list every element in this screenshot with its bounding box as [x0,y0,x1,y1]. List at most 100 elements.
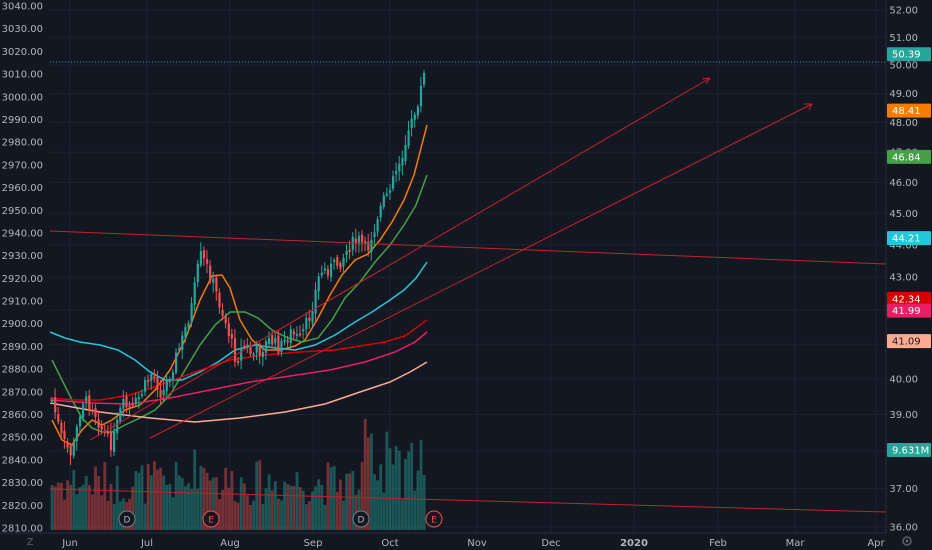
volume-bar [94,466,97,530]
volume-bar [87,485,91,530]
candle [423,72,426,85]
candle [85,396,88,402]
volume-bar [351,470,355,530]
right-axis-tick: 40.00 [889,374,918,385]
candle [131,403,134,406]
trend-lines[interactable] [49,77,887,513]
candle [314,289,317,314]
settings-gear-icon[interactable] [902,536,912,546]
candle [271,335,274,345]
candle [317,276,320,292]
volume-bar [376,480,379,530]
volume-bar [91,494,94,530]
candle [311,311,314,323]
volume-bar [69,484,73,530]
volume-bar [357,489,361,530]
candle [395,170,398,175]
dividend-marker[interactable]: D [352,510,370,528]
price-label-badge [887,443,931,457]
earnings-marker[interactable]: E [425,510,443,528]
right-price-axis[interactable]: 52.0051.0050.0049.0048.0047.0046.0045.00… [885,0,932,550]
volume-bar [227,487,231,530]
right-axis-tick: 45.00 [889,209,918,220]
candle [221,309,224,316]
time-axis-label: Apr [867,538,885,549]
trend-line-rising-upper[interactable] [89,77,711,441]
candle [60,422,63,434]
candle [165,380,168,392]
volume-bar [233,501,237,530]
candle [354,238,357,244]
volume-bar [97,476,100,530]
volume-bar [137,472,141,530]
volume-bar [75,494,79,530]
left-price-axis[interactable]: 3040.00 3030.00 3020.00 3010.00 3000.00 2990.… [0,0,50,535]
price-label-badge [887,149,931,164]
candle [109,431,113,451]
candle [367,241,370,251]
left-axis-tick: 2970.00 [2,160,43,171]
candle [261,352,264,357]
volume-bar [388,448,392,530]
trend-line-rising-lower[interactable] [149,103,813,439]
price-label-badge [887,303,931,318]
candle [264,341,268,353]
price-label-badge [887,47,931,62]
volume-bar [363,418,367,530]
volume-bar [407,451,410,530]
volume-bar [177,475,181,530]
candle [404,145,407,161]
candle [116,419,119,433]
left-axis-tick: 2950.00 [2,206,43,217]
candle [357,236,361,245]
candle [376,219,379,232]
volume-bar [60,483,63,530]
right-axis-tick: 49.00 [889,89,918,100]
earnings-marker[interactable]: E [202,510,220,528]
left-axis-tick: 2920.00 [2,274,43,285]
candle [345,250,348,255]
price-label-text: 41.09 [892,337,921,348]
trend-line-horizontal-upper[interactable] [49,230,887,265]
candle [410,118,413,129]
tradingview-logo-icon[interactable]: Z [27,537,34,548]
volume-bar [81,484,85,530]
candle [308,317,311,321]
candle [181,335,184,350]
candle [413,114,416,120]
trend-line-horizontal-lower[interactable] [49,488,887,513]
volume-bar [410,442,414,530]
left-axis-tick: 2820.00 [2,501,43,512]
time-axis-label: Nov [467,538,487,549]
volume-bar [401,499,404,530]
candle [336,256,339,266]
price-label-badge [887,231,931,246]
candle [388,190,392,193]
time-axis-label: Aug [220,538,240,549]
volume-bar [218,499,221,530]
left-axis-tick: 2930.00 [2,251,43,262]
candle [140,394,144,397]
volume-bar [134,470,138,530]
left-axis-tick: 2910.00 [2,297,43,308]
volume-bar [311,491,314,530]
volume-bar [63,499,66,530]
volume-bar [255,461,259,530]
candle [190,303,193,323]
time-axis[interactable]: Jun Jul Aug Sep Oct Nov Dec 2020 Feb Mar Apr [0,532,886,550]
volume-bar [397,450,401,530]
volume-bar [370,433,373,530]
candle [323,268,326,271]
candle [57,414,60,422]
candle [258,344,261,356]
volume-bar [314,486,317,530]
candle [419,85,423,107]
candle [246,344,249,347]
dividend-marker[interactable]: D [118,510,136,528]
candle [206,259,209,264]
left-axis-tick: 3010.00 [2,70,43,81]
candle [398,164,401,172]
